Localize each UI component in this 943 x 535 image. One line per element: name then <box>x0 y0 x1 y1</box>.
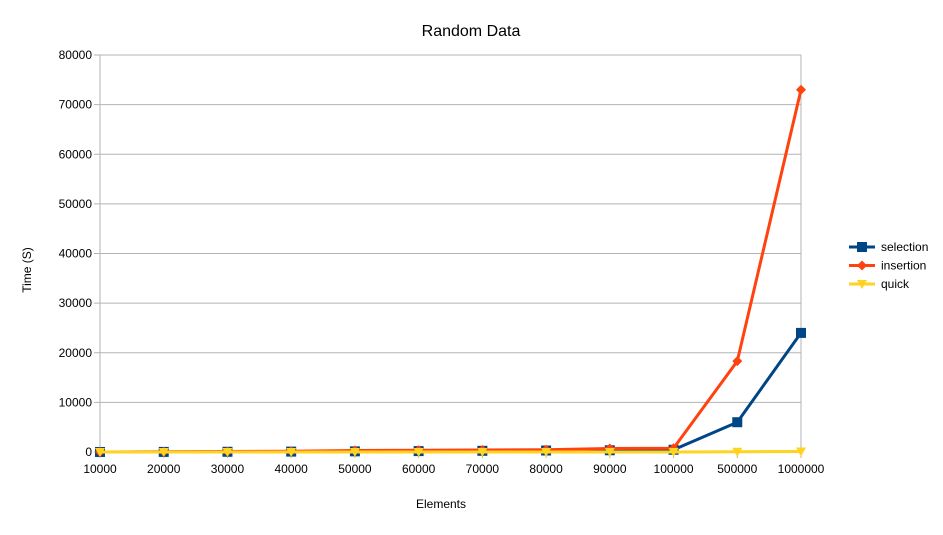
x-tick-label: 1000000 <box>778 462 825 476</box>
y-axis-label: Time (S) <box>20 247 34 293</box>
series-line-selection <box>100 333 801 452</box>
x-tick-label: 90000 <box>593 462 627 476</box>
y-tick-label: 0 <box>85 445 92 459</box>
x-tick-label: 50000 <box>338 462 372 476</box>
x-tick-label: 20000 <box>147 462 181 476</box>
legend-item-selection: selection <box>849 240 928 254</box>
data-point-insertion <box>796 85 806 95</box>
x-tick-label: 40000 <box>274 462 308 476</box>
y-tick-label: 60000 <box>59 147 93 161</box>
legend-marker <box>857 242 867 252</box>
y-tick-label: 40000 <box>59 247 93 261</box>
x-tick-label: 500000 <box>717 462 757 476</box>
x-tick-label: 30000 <box>211 462 245 476</box>
legend-item-quick: quick <box>849 277 910 291</box>
y-tick-label: 80000 <box>59 48 93 62</box>
y-tick-label: 70000 <box>59 98 93 112</box>
legend-label: selection <box>881 240 928 254</box>
legend-marker <box>857 261 867 271</box>
series-group <box>95 85 806 457</box>
x-tick-label: 100000 <box>654 462 694 476</box>
x-tick-label: 60000 <box>402 462 436 476</box>
x-axis-label: Elements <box>416 497 466 511</box>
legend-label: quick <box>881 277 910 291</box>
data-point-selection <box>732 417 742 427</box>
x-tick-label: 10000 <box>83 462 117 476</box>
data-point-selection <box>796 328 806 338</box>
gridlines <box>100 55 801 452</box>
series-line-insertion <box>100 90 801 452</box>
x-tick-label: 70000 <box>466 462 500 476</box>
legend-item-insertion: insertion <box>849 259 926 273</box>
legend-label: insertion <box>881 259 926 273</box>
y-tick-label: 10000 <box>59 395 93 409</box>
y-tick-labels: 0 10000 20000 30000 40000 50000 60000 70000 8000… <box>59 48 93 459</box>
axes <box>94 55 801 458</box>
x-tick-labels: 10000 20000 30000 40000 50000 60000 70000 80000… <box>83 462 824 476</box>
chart-title: Random Data <box>422 23 521 40</box>
y-tick-label: 30000 <box>59 296 93 310</box>
x-tick-label: 80000 <box>529 462 563 476</box>
y-tick-label: 20000 <box>59 346 93 360</box>
legend: selection insertion quick <box>849 240 928 291</box>
y-tick-label: 50000 <box>59 197 93 211</box>
